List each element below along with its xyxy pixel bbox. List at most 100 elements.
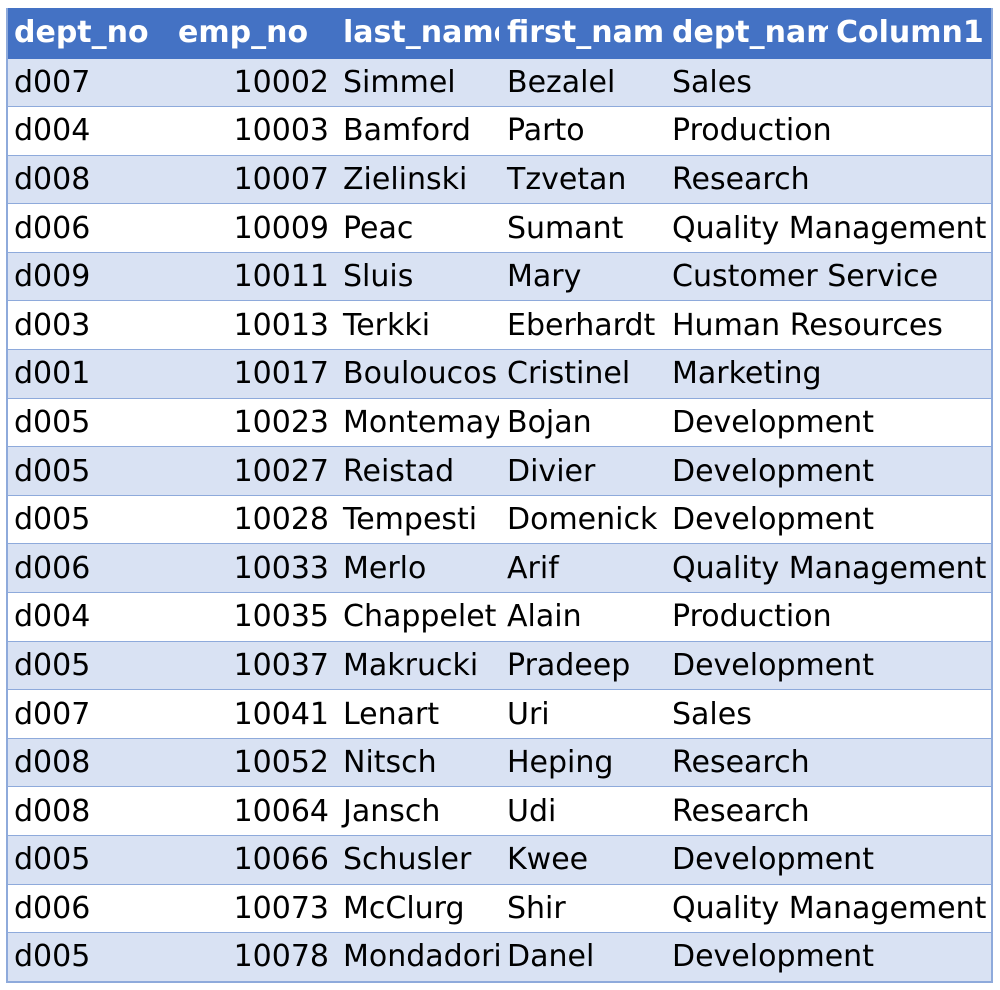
last-name-cell[interactable]: Chappelet xyxy=(335,592,499,642)
dept-no-cell[interactable]: d004 xyxy=(6,592,170,642)
first-name-cell[interactable]: Mary xyxy=(499,252,664,301)
column1-cell[interactable] xyxy=(828,641,993,690)
dept-no-cell[interactable]: d005 xyxy=(6,641,170,690)
dept-no-cell[interactable]: d005 xyxy=(6,446,170,496)
column1-cell[interactable] xyxy=(828,835,993,885)
dept-no-cell[interactable]: d005 xyxy=(6,495,170,544)
column1-cell[interactable] xyxy=(828,58,993,107)
first-name-cell[interactable]: Cristinel xyxy=(499,349,664,399)
emp-no-cell[interactable]: 10041 xyxy=(170,689,335,739)
column1-cell[interactable] xyxy=(828,884,993,933)
dept-name-cell[interactable]: Human Resources xyxy=(664,300,943,350)
last-name-cell[interactable]: Lenart xyxy=(335,689,499,739)
dept-no-cell[interactable]: d008 xyxy=(6,738,170,787)
dept-name-cell[interactable]: Development xyxy=(664,446,874,496)
first-name-cell[interactable]: Bezalel xyxy=(499,58,664,107)
dept-name-cell[interactable]: Quality Management xyxy=(664,203,986,253)
emp-no-cell[interactable]: 10035 xyxy=(170,592,335,642)
dept-name-cell[interactable]: Development xyxy=(664,932,874,982)
dept-name-cell[interactable]: Development xyxy=(664,835,874,885)
dept-no-cell[interactable]: d009 xyxy=(6,252,170,301)
first-name-cell[interactable]: Pradeep xyxy=(499,641,664,690)
last-name-cell[interactable]: Montemayor xyxy=(335,398,499,447)
dept-name-cell[interactable]: Quality Management xyxy=(664,884,986,933)
dept-no-cell[interactable]: d006 xyxy=(6,543,170,593)
column-header-emp-no[interactable]: emp_no xyxy=(170,8,335,59)
dept-name-cell[interactable]: Research xyxy=(664,786,828,836)
first-name-cell[interactable]: Kwee xyxy=(499,835,664,885)
column1-cell[interactable] xyxy=(828,689,993,739)
dept-name-cell[interactable]: Production xyxy=(664,106,832,156)
last-name-cell[interactable]: Tempesti xyxy=(335,495,499,544)
column-header-column1[interactable]: Column1 xyxy=(828,8,993,59)
first-name-cell[interactable]: Shir xyxy=(499,884,664,933)
dept-name-cell[interactable]: Research xyxy=(664,155,828,204)
emp-no-cell[interactable]: 10002 xyxy=(170,58,335,107)
emp-no-cell[interactable]: 10023 xyxy=(170,398,335,447)
first-name-cell[interactable]: Tzvetan xyxy=(499,155,664,204)
emp-no-cell[interactable]: 10028 xyxy=(170,495,335,544)
last-name-cell[interactable]: Simmel xyxy=(335,58,499,107)
dept-no-cell[interactable]: d004 xyxy=(6,106,170,156)
emp-no-cell[interactable]: 10009 xyxy=(170,203,335,253)
dept-name-cell[interactable]: Sales xyxy=(664,689,828,739)
last-name-cell[interactable]: Sluis xyxy=(335,252,499,301)
column1-cell[interactable] xyxy=(828,349,993,399)
emp-no-cell[interactable]: 10003 xyxy=(170,106,335,156)
dept-no-cell[interactable]: d001 xyxy=(6,349,170,399)
last-name-cell[interactable]: McClurg xyxy=(335,884,499,933)
last-name-cell[interactable]: Nitsch xyxy=(335,738,499,787)
dept-no-cell[interactable]: d005 xyxy=(6,398,170,447)
first-name-cell[interactable]: Parto xyxy=(499,106,664,156)
column-header-dept-name[interactable]: dept_nam xyxy=(664,8,828,59)
dept-name-cell[interactable]: Marketing xyxy=(664,349,828,399)
first-name-cell[interactable]: Eberhardt xyxy=(499,300,664,350)
last-name-cell[interactable]: Terkki xyxy=(335,300,499,350)
emp-no-cell[interactable]: 10027 xyxy=(170,446,335,496)
first-name-cell[interactable]: Domenick xyxy=(499,495,664,544)
last-name-cell[interactable]: Jansch xyxy=(335,786,499,836)
last-name-cell[interactable]: Zielinski xyxy=(335,155,499,204)
first-name-cell[interactable]: Sumant xyxy=(499,203,664,253)
emp-no-cell[interactable]: 10013 xyxy=(170,300,335,350)
emp-no-cell[interactable]: 10011 xyxy=(170,252,335,301)
dept-no-cell[interactable]: d006 xyxy=(6,884,170,933)
first-name-cell[interactable]: Bojan xyxy=(499,398,664,447)
column1-cell[interactable] xyxy=(828,203,993,253)
dept-name-cell[interactable]: Customer Service xyxy=(664,252,938,301)
last-name-cell[interactable]: Merlo xyxy=(335,543,499,593)
column1-cell[interactable] xyxy=(828,106,993,156)
emp-no-cell[interactable]: 10052 xyxy=(170,738,335,787)
column1-cell[interactable] xyxy=(828,786,993,836)
column1-cell[interactable] xyxy=(828,592,993,642)
dept-name-cell[interactable]: Production xyxy=(664,592,832,642)
emp-no-cell[interactable]: 10064 xyxy=(170,786,335,836)
dept-name-cell[interactable]: Development xyxy=(664,398,874,447)
dept-no-cell[interactable]: d003 xyxy=(6,300,170,350)
dept-no-cell[interactable]: d008 xyxy=(6,155,170,204)
column1-cell[interactable] xyxy=(828,932,993,982)
last-name-cell[interactable]: Bouloucos xyxy=(335,349,499,399)
first-name-cell[interactable]: Danel xyxy=(499,932,664,982)
last-name-cell[interactable]: Schusler xyxy=(335,835,499,885)
first-name-cell[interactable]: Arif xyxy=(499,543,664,593)
last-name-cell[interactable]: Makrucki xyxy=(335,641,499,690)
first-name-cell[interactable]: Heping xyxy=(499,738,664,787)
emp-no-cell[interactable]: 10007 xyxy=(170,155,335,204)
last-name-cell[interactable]: Peac xyxy=(335,203,499,253)
dept-no-cell[interactable]: d008 xyxy=(6,786,170,836)
dept-no-cell[interactable]: d007 xyxy=(6,58,170,107)
column1-cell[interactable] xyxy=(828,252,993,301)
column1-cell[interactable] xyxy=(828,495,993,544)
emp-no-cell[interactable]: 10078 xyxy=(170,932,335,982)
column1-cell[interactable] xyxy=(828,543,993,593)
column1-cell[interactable] xyxy=(828,300,993,350)
dept-name-cell[interactable]: Development xyxy=(664,495,874,544)
dept-no-cell[interactable]: d005 xyxy=(6,932,170,982)
emp-no-cell[interactable]: 10073 xyxy=(170,884,335,933)
dept-no-cell[interactable]: d006 xyxy=(6,203,170,253)
emp-no-cell[interactable]: 10037 xyxy=(170,641,335,690)
first-name-cell[interactable]: Udi xyxy=(499,786,664,836)
first-name-cell[interactable]: Uri xyxy=(499,689,664,739)
last-name-cell[interactable]: Bamford xyxy=(335,106,499,156)
